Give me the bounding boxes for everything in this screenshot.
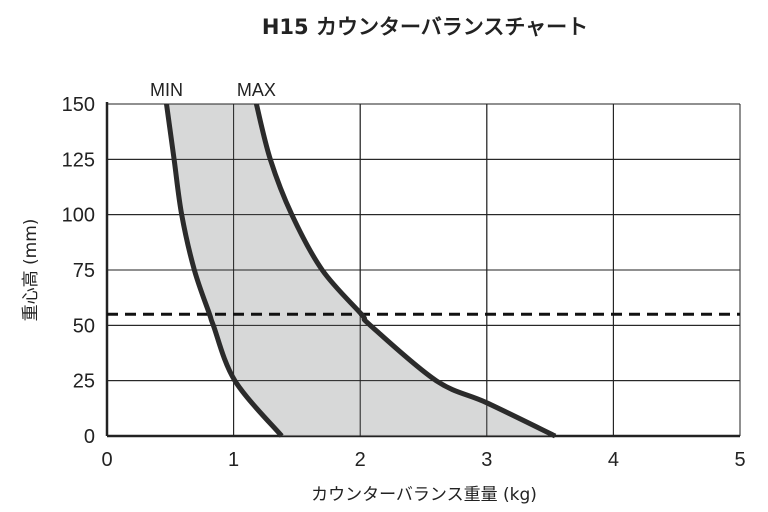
min-curve bbox=[164, 103, 284, 438]
chart-title: H15 カウンターバランスチャート bbox=[262, 15, 588, 39]
max-curve bbox=[253, 103, 557, 439]
x-tick-label: 1 bbox=[228, 449, 239, 471]
y-tick-label: 50 bbox=[73, 315, 95, 337]
range-fill bbox=[166, 104, 556, 436]
x-tick-label: 3 bbox=[481, 449, 492, 471]
x-tick-label: 2 bbox=[355, 449, 366, 471]
series-label-min: MIN bbox=[150, 80, 183, 100]
y-tick-label: 75 bbox=[73, 260, 95, 282]
x-axis-label: カウンターバランス重量 (kg) bbox=[311, 485, 537, 505]
y-tick-label: 0 bbox=[84, 426, 95, 448]
x-tick-label: 4 bbox=[608, 449, 619, 471]
y-axis-label: 重心高 (mm) bbox=[21, 219, 41, 322]
y-tick-label: 25 bbox=[73, 371, 95, 393]
x-tick-label: 5 bbox=[734, 449, 745, 471]
y-tick-label: 125 bbox=[62, 149, 95, 171]
y-tick-label: 100 bbox=[62, 205, 95, 227]
y-tick-label: 150 bbox=[62, 94, 95, 116]
x-tick-label: 0 bbox=[101, 449, 112, 471]
series-label-max: MAX bbox=[237, 80, 276, 100]
